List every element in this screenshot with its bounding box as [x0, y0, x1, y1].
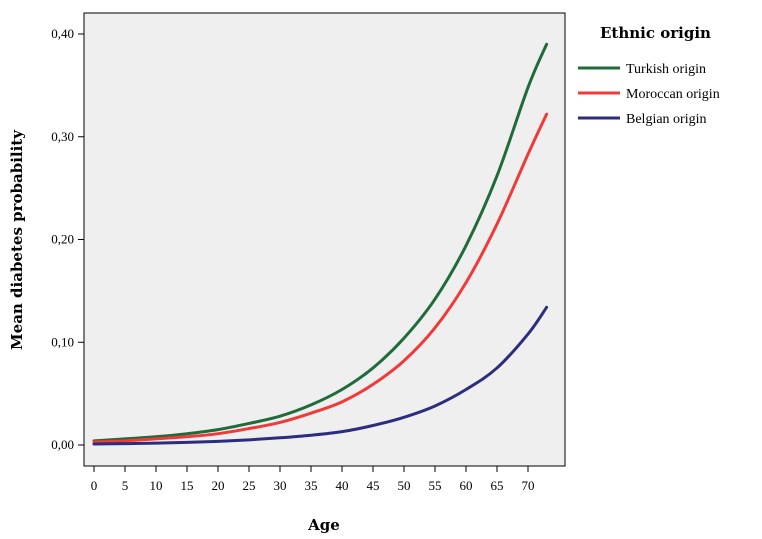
- x-tick-label: 5: [122, 478, 129, 493]
- x-tick-label: 35: [305, 478, 318, 493]
- y-axis: 0,00 0,10 0,20 0,30 0,40: [51, 26, 84, 452]
- y-tick-label: 0,30: [51, 129, 74, 144]
- x-tick-label: 55: [429, 478, 442, 493]
- x-tick-label: 70: [522, 478, 535, 493]
- plot-area: [83, 12, 566, 467]
- x-tick-label: 45: [367, 478, 380, 493]
- x-tick-label: 25: [243, 478, 256, 493]
- legend-label: Turkish origin: [626, 62, 706, 77]
- series-line-belgian-origin: [92, 305, 549, 446]
- legend-item: Belgian origin: [578, 112, 707, 127]
- legend-label: Belgian origin: [626, 112, 707, 127]
- x-tick-label: 30: [274, 478, 287, 493]
- x-tick-label: 0: [91, 478, 98, 493]
- y-axis-title: Mean diabetes probability: [8, 129, 26, 350]
- series-line-moroccan-origin: [92, 112, 549, 444]
- x-tick-label: 20: [212, 478, 225, 493]
- y-tick-label: 0,10: [51, 334, 74, 349]
- x-tick-label: 65: [491, 478, 504, 493]
- legend: Turkish origin Moroccan origin Belgian ori…: [578, 62, 720, 127]
- series-line-turkish-origin: [92, 42, 549, 443]
- y-tick-label: 0,20: [51, 232, 74, 247]
- x-tick-label: 40: [336, 478, 349, 493]
- legend-item: Moroccan origin: [578, 87, 720, 102]
- x-axis-title: Age: [307, 516, 340, 534]
- legend-item: Turkish origin: [578, 62, 706, 77]
- x-tick-label: 50: [398, 478, 411, 493]
- legend-title: Ethnic origin: [600, 24, 711, 42]
- x-tick-label: 60: [460, 478, 473, 493]
- legend-label: Moroccan origin: [626, 87, 720, 102]
- x-axis: 0 5 10 15 20 25 30 35 40 45 50 55 60 65 70: [91, 466, 535, 493]
- series-lines: [92, 42, 549, 446]
- x-tick-label: 10: [150, 478, 163, 493]
- x-tick-label: 15: [181, 478, 194, 493]
- y-tick-label: 0,00: [51, 437, 74, 452]
- y-tick-label: 0,40: [51, 26, 74, 41]
